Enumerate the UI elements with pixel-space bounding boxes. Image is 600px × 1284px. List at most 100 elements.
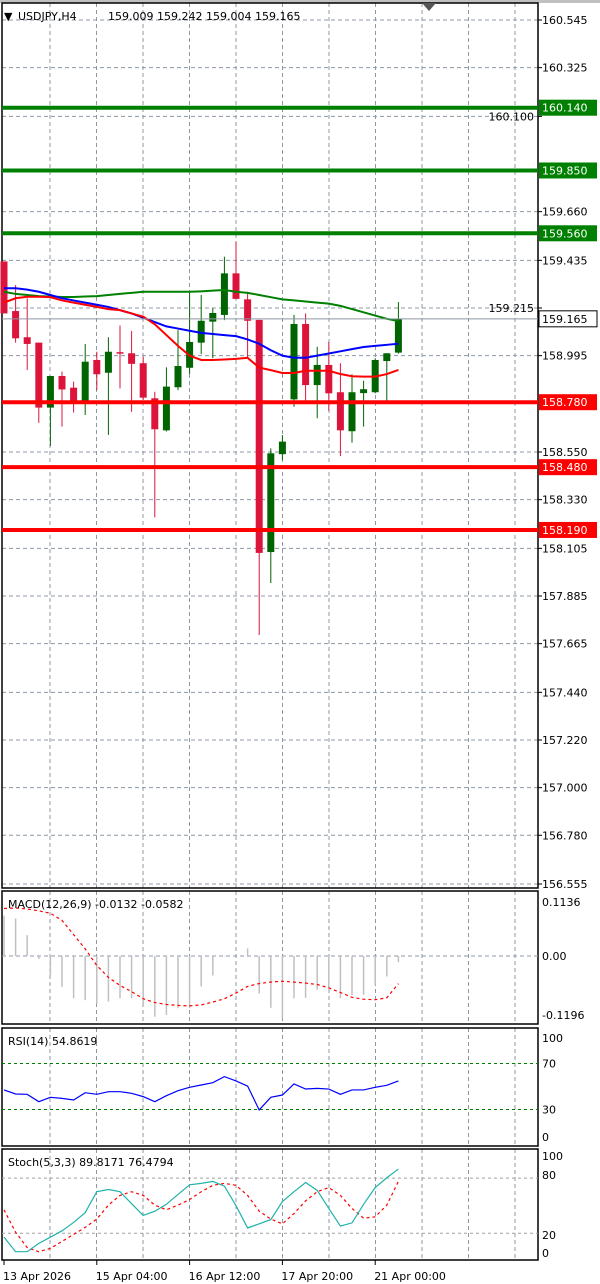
macd-panel[interactable]: 0.1136 0.00 -0.1196 MACD(12,26,9) -0.0132 -… — [1, 890, 584, 1025]
candle-body — [360, 389, 368, 394]
candle-body — [232, 273, 240, 299]
stoch-tick-label: 20 — [542, 1229, 556, 1242]
resistance-level-tag — [539, 99, 597, 116]
candle-body — [220, 273, 228, 315]
candle — [46, 375, 54, 446]
price-tick-label: 156.780 — [542, 829, 588, 842]
price-panel[interactable]: 160.545 160.325 160.100 159.660 159.435 159.2… — [0, 0, 600, 891]
candle — [23, 298, 31, 370]
candle-body — [23, 337, 31, 344]
price-tick-label: 159.215 — [489, 302, 535, 315]
price-tick-label: 157.000 — [542, 782, 588, 795]
candle — [104, 337, 112, 435]
stoch-main-line — [3, 1168, 399, 1253]
panel-frame — [1, 890, 539, 1025]
stoch-label: Stoch(5,3,3) 89.8171 76.4794 — [8, 1156, 174, 1169]
price-tick-label: 157.440 — [542, 686, 588, 699]
price-tick-label: 159.435 — [542, 254, 588, 267]
candle-body — [128, 353, 136, 364]
candle — [116, 325, 124, 389]
candle — [336, 363, 344, 457]
stoch-tick-label: 100 — [542, 1150, 563, 1163]
candle-body — [209, 312, 217, 322]
resistance-level-label: 159.850 — [542, 164, 588, 177]
panel-frame — [1, 1027, 539, 1147]
candle — [394, 302, 402, 354]
candle-body — [348, 392, 356, 432]
price-tick-label: 159.660 — [542, 206, 588, 219]
rsi-tick-label: 70 — [542, 1058, 556, 1071]
price-tick-label: 160.545 — [542, 14, 588, 27]
candle — [81, 343, 89, 415]
candle — [278, 435, 286, 461]
candle — [70, 381, 78, 413]
candle — [174, 330, 182, 391]
price-tick-label: 158.550 — [542, 446, 588, 459]
candle-body — [70, 387, 78, 402]
candle — [244, 291, 252, 359]
candle-body — [104, 351, 112, 373]
candle — [348, 374, 356, 443]
resistance-level-tag — [539, 225, 597, 242]
collapse-triangle-icon[interactable]: ▼ — [4, 10, 13, 23]
candle-body — [197, 320, 205, 343]
macd-signal-line — [3, 907, 399, 1007]
ma-slow-line — [3, 289, 399, 322]
candle-body — [139, 363, 147, 398]
stoch-tick-label: 80 — [542, 1169, 556, 1182]
stoch-panel[interactable]: 100 80 20 0 Stoch(5,3,3) 89.8171 76.4794 — [1, 1148, 563, 1261]
panel-frame — [1, 2, 539, 889]
candle-body — [35, 342, 43, 408]
candle-body — [12, 311, 20, 339]
macd-tick-label: 0.1136 — [542, 896, 581, 909]
candle-body — [290, 324, 298, 400]
candle — [93, 351, 101, 391]
macd-label: MACD(12,26,9) -0.0132 -0.0582 — [8, 898, 183, 911]
chart-shift-marker-icon[interactable] — [422, 3, 436, 11]
candle-body — [93, 359, 101, 375]
candle — [232, 241, 240, 299]
candle-body — [255, 319, 263, 553]
support-level-tag — [539, 394, 597, 411]
stoch-signal-line — [3, 1181, 399, 1253]
support-level-tag — [539, 459, 597, 476]
ma-mid-line — [4, 287, 399, 359]
candle — [383, 353, 391, 404]
candle-body — [244, 299, 252, 321]
time-tick-label: 13 Apr 2026 — [3, 1270, 71, 1283]
time-tick-label: 21 Apr 00:00 — [374, 1270, 446, 1283]
rsi-panel[interactable]: 100 70 30 0 RSI(14) 54.8619 — [1, 1027, 563, 1147]
stoch-tick-label: 0 — [542, 1247, 549, 1260]
support-level-label: 158.190 — [542, 524, 588, 537]
candle-body — [313, 364, 321, 386]
ma-fast-line — [3, 295, 399, 378]
price-tick-label: 160.325 — [542, 62, 588, 75]
candle — [139, 356, 147, 401]
ohlc-readout: 159.009 159.242 159.004 159.165 — [108, 10, 300, 23]
candle-body — [267, 453, 275, 553]
current-price-tag — [538, 310, 598, 328]
candle — [313, 346, 321, 419]
candle-body — [46, 375, 54, 408]
support-level-label: 158.480 — [542, 461, 588, 474]
candle-body — [174, 366, 182, 388]
price-tick-label: 157.665 — [542, 638, 588, 651]
candle-body — [325, 364, 333, 394]
candle — [255, 319, 263, 635]
candle-body — [394, 318, 402, 353]
time-tick-label: 16 Apr 12:00 — [189, 1270, 261, 1283]
rsi-tick-label: 100 — [542, 1032, 563, 1045]
candle — [35, 342, 43, 423]
support-level-label: 158.780 — [542, 396, 588, 409]
rsi-tick-label: 30 — [542, 1104, 556, 1117]
price-tick-label: 157.220 — [542, 734, 588, 747]
price-tick-label: 160.100 — [489, 110, 535, 123]
candle — [220, 256, 228, 321]
time-tick-label: 15 Apr 04:00 — [96, 1270, 168, 1283]
resistance-level-tag — [539, 162, 597, 179]
symbol-label: USDJPY,H4 — [18, 10, 77, 23]
current-price-label: 159.165 — [542, 313, 588, 326]
candle-body — [302, 324, 310, 386]
resistance-level-label: 160.140 — [542, 102, 588, 115]
